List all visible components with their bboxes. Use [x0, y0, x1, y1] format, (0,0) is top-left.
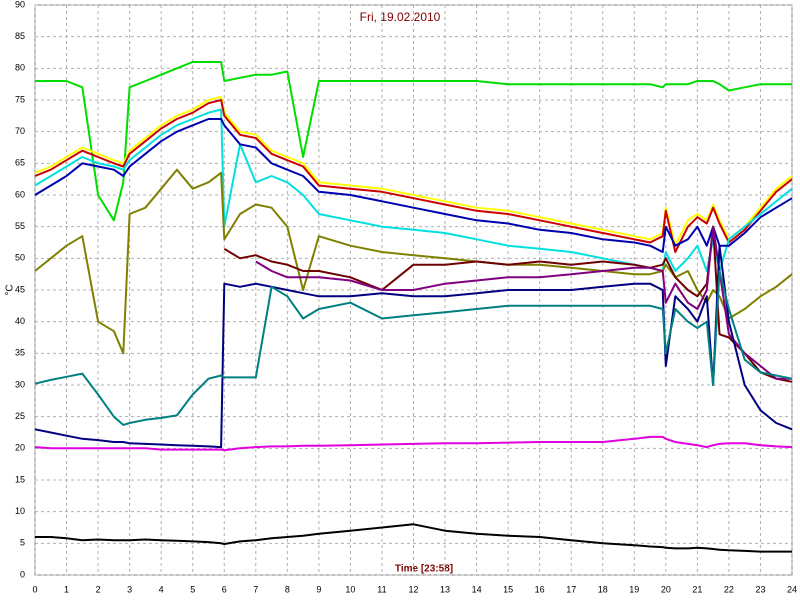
y-tick-label: 70	[15, 126, 25, 136]
chart-title: Fri, 19.02.2010	[360, 10, 441, 24]
x-tick-label: 15	[503, 584, 513, 594]
data-line	[223, 225, 793, 383]
x-tick-label: 8	[285, 584, 290, 594]
x-tick-label: 14	[472, 584, 482, 594]
y-tick-label: 35	[15, 348, 25, 358]
y-tick-label: 10	[15, 506, 25, 516]
x-tick-label: 22	[724, 584, 734, 594]
y-tick-label: 55	[15, 221, 25, 231]
y-tick-label: 5	[20, 538, 25, 548]
data-line	[34, 95, 793, 247]
y-tick-label: 80	[15, 63, 25, 73]
data-line	[34, 99, 793, 253]
y-tick-label: 85	[15, 31, 25, 41]
y-tick-label: 50	[15, 253, 25, 263]
x-tick-label: 17	[566, 584, 576, 594]
x-tick-label: 2	[96, 584, 101, 594]
x-tick-label: 20	[661, 584, 671, 594]
y-tick-label: 40	[15, 316, 25, 326]
y-tick-label: 60	[15, 189, 25, 199]
x-tick-label: 5	[190, 584, 195, 594]
x-tick-label: 13	[440, 584, 450, 594]
x-tick-label: 9	[316, 584, 321, 594]
x-tick-label: 21	[692, 584, 702, 594]
data-line	[35, 523, 792, 553]
x-tick-label: 18	[598, 584, 608, 594]
x-tick-label: 10	[345, 584, 355, 594]
y-tick-label: 20	[15, 443, 25, 453]
x-axis-label: Time [23:58]	[395, 564, 453, 575]
data-line	[34, 244, 793, 449]
y-tick-label: 0	[20, 569, 25, 579]
x-tick-label: 11	[377, 584, 386, 594]
x-tick-label: 7	[253, 584, 258, 594]
x-tick-label: 0	[32, 584, 37, 594]
x-tick-label: 12	[408, 584, 418, 594]
data-line	[34, 108, 793, 272]
y-tick-label: 45	[15, 284, 25, 294]
data-line	[255, 225, 792, 380]
data-line	[34, 270, 793, 426]
y-tick-label: 65	[15, 158, 25, 168]
y-tick-label: 30	[15, 379, 25, 389]
x-tick-label: 16	[535, 584, 545, 594]
data-line	[35, 61, 792, 222]
data-line	[34, 118, 793, 253]
y-axis-label: °C	[5, 284, 16, 295]
x-tick-label: 24	[787, 584, 797, 594]
x-tick-label: 19	[629, 584, 639, 594]
y-tick-label: 15	[15, 474, 25, 484]
data-line	[34, 435, 793, 452]
x-tick-label: 6	[222, 584, 227, 594]
y-tick-label: 75	[15, 94, 25, 104]
y-tick-label: 90	[15, 0, 25, 9]
x-tick-label: 3	[127, 584, 132, 594]
y-tick-label: 25	[15, 411, 25, 421]
x-tick-label: 23	[755, 584, 765, 594]
x-tick-label: 4	[159, 584, 164, 594]
x-tick-label: 1	[64, 584, 69, 594]
